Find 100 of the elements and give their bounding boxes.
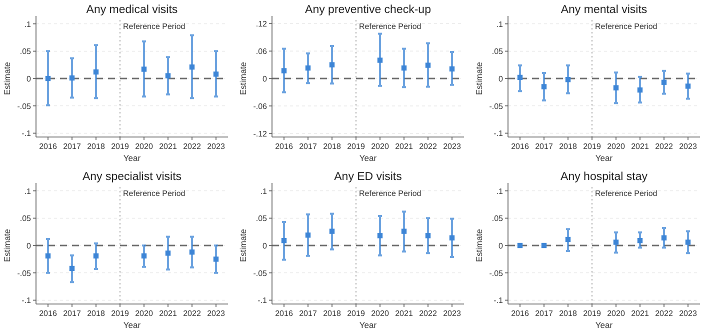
chart-title: Any mental visits <box>560 4 648 16</box>
x-axis-title: Year <box>359 153 377 163</box>
point <box>449 235 455 240</box>
x-axis-title: Year <box>359 320 377 330</box>
point <box>661 80 667 85</box>
point <box>637 238 643 244</box>
x-tick-label: 2016 <box>39 309 58 318</box>
y-tick-label: 0 <box>498 242 504 250</box>
point <box>685 240 691 245</box>
point <box>141 66 147 72</box>
ref-line-label: Reference Period <box>595 189 658 198</box>
y-tick-label: -.05 <box>489 102 504 111</box>
y-tick-label: .12 <box>256 20 268 29</box>
point <box>45 253 51 258</box>
y-tick-label: .1 <box>24 186 32 196</box>
point <box>69 266 75 272</box>
x-tick-label: 2017 <box>299 309 318 318</box>
y-tick-label: -.1 <box>22 129 32 138</box>
y-tick-label: .1 <box>260 186 268 196</box>
x-tick-label: 2017 <box>535 309 554 318</box>
x-axis-title: Year <box>595 320 613 330</box>
y-tick-label: .05 <box>20 47 32 56</box>
x-tick-label: 2020 <box>607 309 626 318</box>
x-tick-label: 2017 <box>63 142 82 151</box>
point <box>613 240 619 245</box>
point <box>541 242 547 248</box>
y-tick-label: 0 <box>262 74 268 84</box>
y-axis-title: Estimate <box>2 228 12 262</box>
x-tick-label: 2022 <box>419 142 438 151</box>
x-tick-label: 2023 <box>207 309 226 318</box>
y-tick-label: -.05 <box>17 102 32 111</box>
point <box>213 256 219 262</box>
x-tick-label: 2022 <box>655 309 674 318</box>
y-tick-label: -.05 <box>253 268 268 278</box>
y-tick-label: -.1 <box>22 296 32 306</box>
y-tick-label: .1 <box>24 20 32 29</box>
x-tick-label: 2019 <box>583 142 602 151</box>
x-axis-title: Year <box>123 320 141 330</box>
point <box>401 65 407 71</box>
x-tick-label: 2020 <box>371 142 390 151</box>
y-axis-title: Estimate <box>474 62 484 96</box>
point <box>449 66 455 72</box>
x-tick-label: 2018 <box>87 309 106 318</box>
y-axis-title: Estimate <box>2 62 12 96</box>
x-tick-label: 2016 <box>511 142 530 151</box>
y-axis-title: Estimate <box>474 228 484 262</box>
x-tick-label: 2019 <box>111 309 130 318</box>
point <box>93 253 99 258</box>
y-tick-label: .05 <box>492 47 504 56</box>
y-axis-title: Estimate <box>238 228 248 262</box>
x-tick-label: 2021 <box>159 142 178 151</box>
x-axis-title: Year <box>123 153 141 163</box>
y-tick-label: -.1 <box>494 129 504 138</box>
point <box>45 76 51 82</box>
x-tick-label: 2022 <box>183 142 202 151</box>
point <box>93 69 99 75</box>
ref-line-label: Reference Period <box>595 22 658 31</box>
y-tick-label: .1 <box>496 186 504 196</box>
point <box>661 235 667 240</box>
x-tick-label: 2016 <box>275 142 294 151</box>
point <box>425 233 431 238</box>
y-tick-label: -.05 <box>489 268 504 278</box>
y-axis-title: Estimate <box>238 62 248 96</box>
x-tick-label: 2018 <box>323 309 342 318</box>
x-tick-label: 2022 <box>655 142 674 151</box>
point <box>329 228 335 234</box>
point <box>189 249 195 255</box>
x-tick-label: 2016 <box>275 309 294 318</box>
point <box>377 233 383 238</box>
x-tick-label: 2021 <box>631 142 650 151</box>
point <box>305 232 311 238</box>
x-axis-title: Year <box>595 153 613 163</box>
ref-line-label: Reference Period <box>359 22 422 31</box>
chart-title: Any specialist visits <box>82 171 182 183</box>
x-tick-label: 2017 <box>535 142 554 151</box>
ref-line-label: Reference Period <box>123 22 186 31</box>
point <box>517 242 523 248</box>
chart-title: Any hospital stay <box>560 171 648 183</box>
x-tick-label: 2021 <box>631 309 650 318</box>
y-tick-label: .05 <box>492 214 504 224</box>
x-tick-label: 2023 <box>679 142 698 151</box>
y-tick-label: 0 <box>498 74 504 84</box>
x-tick-label: 2019 <box>583 309 602 318</box>
x-tick-label: 2016 <box>39 142 58 151</box>
chart-title: Any preventive check-up <box>305 4 431 16</box>
x-tick-label: 2023 <box>207 142 226 151</box>
x-tick-label: 2020 <box>135 309 154 318</box>
point <box>165 73 171 78</box>
x-tick-label: 2020 <box>371 309 390 318</box>
point <box>377 58 383 63</box>
x-tick-label: 2019 <box>347 309 366 318</box>
point <box>305 65 311 71</box>
x-tick-label: 2022 <box>183 309 202 318</box>
x-tick-label: 2023 <box>443 309 462 318</box>
y-tick-label: -.1 <box>494 296 504 306</box>
x-tick-label: 2023 <box>679 309 698 318</box>
x-tick-label: 2020 <box>135 142 154 151</box>
x-tick-label: 2021 <box>395 142 414 151</box>
x-tick-label: 2021 <box>395 309 414 318</box>
y-tick-label: .05 <box>20 214 32 224</box>
